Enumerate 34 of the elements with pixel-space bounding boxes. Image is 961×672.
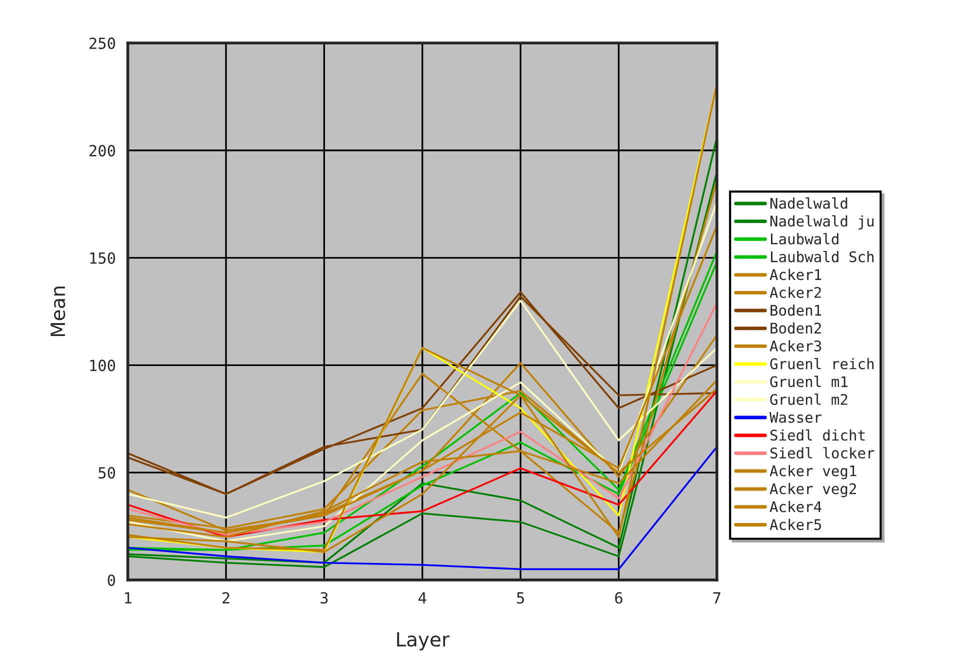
- x-tick-label: 1: [125, 592, 132, 604]
- legend-label: Acker2: [770, 286, 821, 298]
- x-tick-label: 3: [320, 592, 328, 604]
- y-tick-label: 100: [90, 360, 116, 372]
- y-tick-label: 150: [90, 252, 116, 264]
- legend-label: Laubwald: [770, 233, 838, 244]
- legend-label: Gruenl m2: [770, 394, 848, 406]
- legend-label: Acker veg1: [770, 465, 856, 480]
- x-axis-title: Layer: [397, 632, 450, 650]
- legend-label: Acker1: [770, 268, 822, 280]
- legend-label: Gruenl m1: [770, 376, 848, 388]
- y-axis-title: Mean: [50, 286, 66, 336]
- legend-label: Boden2: [770, 322, 821, 334]
- legend-label: Gruenl reich: [770, 358, 874, 370]
- legend-label: Acker veg2: [770, 483, 856, 498]
- y-tick-label: 50: [98, 467, 116, 479]
- legend-label: Wasser: [769, 412, 822, 423]
- y-tick-label: 200: [90, 144, 116, 156]
- legend-label: Acker5: [770, 518, 821, 530]
- legend-label: Laubwald Sch: [770, 250, 874, 262]
- legend-label: Boden1: [770, 304, 822, 316]
- y-tick-label: 0: [108, 574, 116, 586]
- x-tick-label: 5: [517, 592, 524, 604]
- legend-label: Acker3: [770, 340, 822, 352]
- legend-label: Nadelwald ju: [770, 215, 874, 230]
- x-tick-label: 6: [615, 592, 622, 604]
- x-tick-label: 2: [222, 592, 230, 604]
- legend-label: Siedl dicht: [770, 429, 865, 441]
- legend-label: Nadelwald: [770, 197, 848, 209]
- legend-label: Siedl locker: [770, 447, 874, 459]
- y-tick-label: 250: [90, 38, 116, 50]
- x-tick-label: 7: [713, 592, 720, 604]
- legend-label: Acker4: [770, 500, 822, 512]
- x-tick-label: 4: [418, 592, 426, 604]
